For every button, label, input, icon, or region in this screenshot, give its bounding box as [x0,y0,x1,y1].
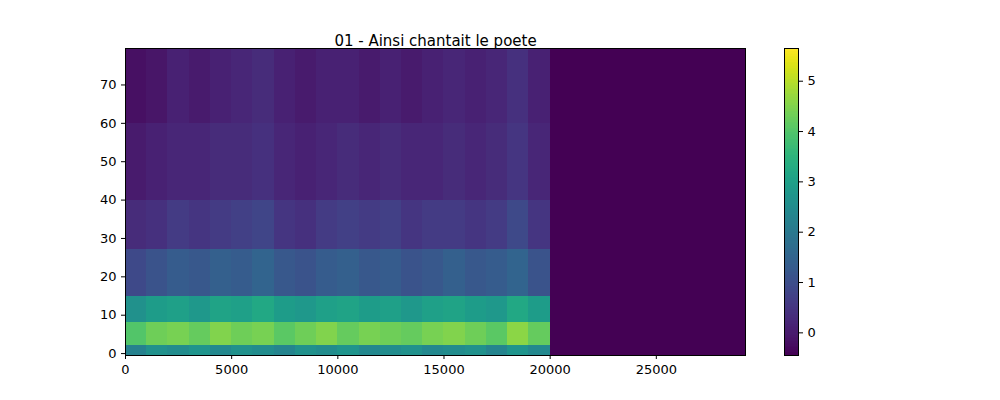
svg-text:20: 20 [100,269,117,284]
svg-text:20000: 20000 [529,362,570,377]
svg-text:15000: 15000 [423,362,464,377]
svg-text:2: 2 [808,224,816,239]
svg-text:5000: 5000 [215,362,248,377]
svg-text:3: 3 [808,174,816,189]
svg-text:4: 4 [808,124,816,139]
svg-text:0: 0 [808,325,816,340]
svg-text:60: 60 [100,115,117,130]
svg-text:0: 0 [108,346,116,361]
svg-text:5: 5 [808,73,816,88]
svg-text:01 - Ainsi chantait le poete: 01 - Ainsi chantait le poete [334,32,536,50]
svg-text:70: 70 [100,77,117,92]
svg-text:10: 10 [100,307,117,322]
svg-text:10000: 10000 [317,362,358,377]
svg-text:40: 40 [100,192,117,207]
svg-text:1: 1 [808,275,816,290]
svg-text:50: 50 [100,154,117,169]
svg-text:30: 30 [100,231,117,246]
svg-text:25000: 25000 [636,362,677,377]
svg-text:0: 0 [121,362,129,377]
